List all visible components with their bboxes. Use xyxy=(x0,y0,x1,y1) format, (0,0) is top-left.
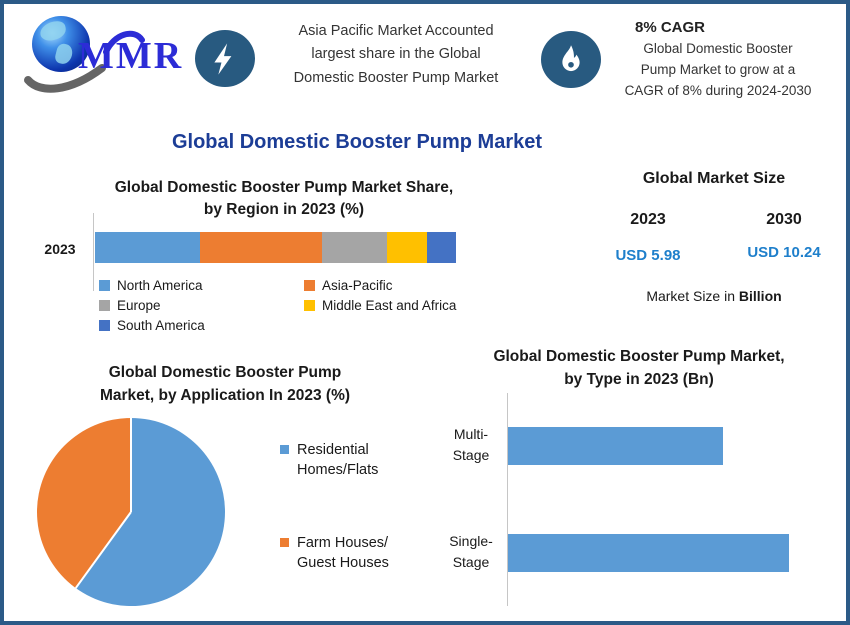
bar-segment-north-america xyxy=(95,232,200,263)
legend-label: South America xyxy=(117,318,205,333)
bar-segment-asia-pacific xyxy=(199,232,323,263)
region-legend: North America Asia-Pacific Europe Middle… xyxy=(99,278,489,333)
application-legend: Residential Homes/Flats Farm Houses/ Gue… xyxy=(280,440,410,573)
region-stacked-bar xyxy=(95,232,456,263)
market-size-value-2030: USD 10.24 xyxy=(747,244,821,261)
legend-swatch xyxy=(99,300,110,311)
market-size-year-2030: 2030 xyxy=(766,211,802,228)
page-title: Global Domestic Booster Pump Market xyxy=(171,131,543,153)
legend-item-asia-pacific: Asia-Pacific xyxy=(304,278,489,293)
legend-item-europe: Europe xyxy=(99,298,304,313)
mmr-logo: MMR xyxy=(18,8,193,100)
market-size-note: Market Size in Billion xyxy=(646,288,782,304)
cagr-heading: 8% CAGR xyxy=(635,19,706,36)
pie-slice-divider xyxy=(130,418,132,512)
legend-label: Farm Houses/ Guest Houses xyxy=(297,534,389,571)
logo-text: MMR xyxy=(78,35,184,77)
legend-swatch xyxy=(280,537,289,547)
highlight-line: Pump Market to grow at a xyxy=(640,62,796,78)
legend-label: Asia-Pacific xyxy=(322,278,393,293)
region-category-label: 2023 xyxy=(44,241,76,257)
legend-item-south-america: South America xyxy=(99,318,304,333)
logo-swoosh-icon xyxy=(24,30,145,93)
bar-multi-stage xyxy=(508,427,723,465)
region-chart-axis xyxy=(93,213,94,291)
bar-single-stage xyxy=(508,534,789,572)
highlight-line: Asia Pacific Market Accounted xyxy=(298,23,494,39)
type-category-multi-stage: Multi- Stage xyxy=(452,426,490,463)
legend-swatch xyxy=(304,280,315,291)
type-category-single-stage: Single- Stage xyxy=(449,533,493,570)
bar-segment-middle-east-africa xyxy=(387,232,428,263)
region-chart-title: Global Domestic Booster Pump Market Shar… xyxy=(114,179,454,219)
legend-label: Residential Homes/Flats xyxy=(297,442,379,479)
bar-segment-europe xyxy=(322,232,388,263)
type-bar-plot xyxy=(508,393,838,606)
legend-swatch xyxy=(99,320,110,331)
legend-label: Europe xyxy=(117,298,161,313)
highlight-cagr-text: 8% CAGR Global Domestic Booster Pump Mar… xyxy=(602,16,834,102)
legend-item-farm-houses: Farm Houses/ Guest Houses xyxy=(280,533,410,574)
type-chart-axis xyxy=(507,393,508,606)
legend-swatch xyxy=(304,300,315,311)
legend-label: Middle East and Africa xyxy=(322,298,457,313)
market-size-year-2023: 2023 xyxy=(630,211,666,228)
highlight-line: Global Domestic Booster xyxy=(643,41,793,57)
legend-label: North America xyxy=(117,278,203,293)
market-size-value-2023: USD 5.98 xyxy=(615,247,681,264)
highlight-asia-pacific-text: Asia Pacific Market Accounted largest sh… xyxy=(262,20,530,90)
application-chart-title: Global Domestic Booster Pump Market, by … xyxy=(99,364,351,405)
lightning-bolt-icon xyxy=(195,30,255,87)
application-pie-chart xyxy=(37,418,225,606)
market-size-note-unit: Billion xyxy=(738,288,782,304)
pie-slice-divider xyxy=(74,511,132,589)
highlight-line: largest share in the Global xyxy=(311,46,481,63)
legend-swatch xyxy=(280,445,289,454)
bar-segment-south-america xyxy=(427,232,456,263)
market-size-title: Global Market Size xyxy=(642,170,786,187)
highlight-line: Domestic Booster Pump Market xyxy=(293,69,499,86)
highlight-line: CAGR of 8% during 2024-2030 xyxy=(624,83,812,99)
legend-item-residential: Residential Homes/Flats xyxy=(280,440,410,481)
legend-swatch xyxy=(99,280,110,291)
legend-item-north-america: North America xyxy=(99,278,304,293)
flame-icon xyxy=(541,31,601,88)
globe-icon xyxy=(32,16,90,72)
type-chart-title: Global Domestic Booster Pump Market, by … xyxy=(493,348,785,389)
legend-item-middle-east-africa: Middle East and Africa xyxy=(304,298,489,313)
